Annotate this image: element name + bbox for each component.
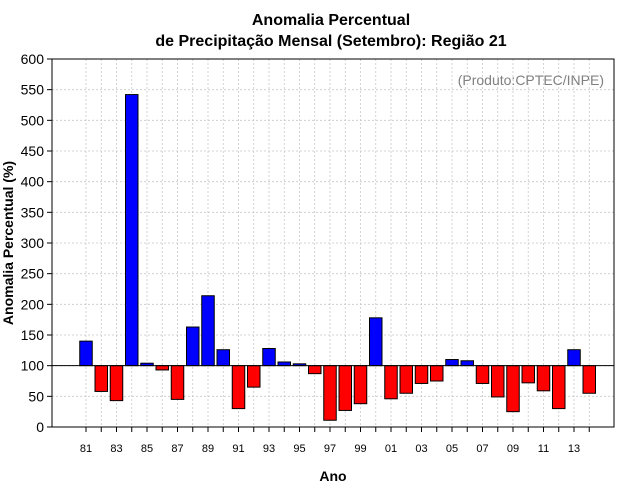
y-tick-label: 550 — [21, 82, 45, 98]
x-tick-label: 09 — [507, 443, 519, 455]
y-tick-label: 150 — [21, 327, 45, 343]
x-tick-label: 81 — [80, 443, 92, 455]
x-tick-label: 95 — [293, 443, 305, 455]
bar-13 — [567, 349, 581, 367]
bar-91 — [231, 365, 246, 410]
bars — [79, 94, 596, 421]
bar-02 — [399, 365, 413, 394]
bar-09 — [506, 365, 520, 413]
bar-07 — [475, 365, 490, 384]
bar-83 — [109, 365, 124, 402]
y-tick-label: 400 — [21, 174, 45, 190]
x-tick-label: 93 — [263, 443, 275, 455]
x-tick-label: 07 — [476, 443, 488, 455]
x-tick-label: 97 — [324, 443, 336, 455]
bar-04 — [430, 365, 444, 382]
x-tick-label: 91 — [232, 443, 244, 455]
bar-84 — [125, 94, 139, 367]
bar-01 — [384, 365, 398, 400]
x-tick-label: 87 — [171, 443, 183, 455]
bar-86 — [155, 365, 169, 371]
credit-label: (Produto:CPTEC/INPE) — [458, 72, 604, 88]
bar-94 — [277, 361, 291, 367]
x-tick-label: 13 — [568, 443, 580, 455]
bar-87 — [170, 365, 185, 400]
y-tick-label: 600 — [21, 51, 45, 67]
x-tick-label: 03 — [415, 443, 427, 455]
chart-title: Anomalia Percentual — [252, 12, 410, 29]
y-tick-label: 100 — [21, 358, 45, 374]
x-tick-label: 01 — [385, 443, 397, 455]
y-tick-label: 300 — [21, 235, 45, 251]
bar-08 — [491, 365, 505, 398]
y-axis: 0 50 100 150 200 250 300 350 400 450 500 550 600 — [21, 51, 52, 435]
y-tick-label: 250 — [21, 266, 45, 282]
bar-90 — [216, 349, 230, 367]
y-tick-label: 500 — [21, 112, 45, 128]
x-tick-label: 99 — [354, 443, 366, 455]
bar-99 — [353, 365, 368, 405]
bar-96 — [308, 365, 322, 375]
y-tick-label: 200 — [21, 296, 45, 312]
bar-97 — [323, 365, 337, 421]
x-tick-label: 11 — [538, 443, 549, 455]
x-axis-label: Ano — [319, 468, 346, 484]
y-tick-label: 0 — [36, 419, 44, 435]
y-tick-label: 350 — [21, 204, 45, 220]
y-axis-label: Anomalia Percentual (%) — [0, 161, 16, 325]
x-tick-label: 89 — [202, 443, 214, 455]
x-tick-label: 83 — [110, 443, 122, 455]
bar-11 — [536, 365, 551, 392]
y-tick-label: 450 — [21, 143, 45, 159]
bar-93 — [262, 347, 276, 367]
bar-10 — [521, 365, 535, 384]
x-tick-label: 85 — [141, 443, 153, 455]
y-tick-label: 50 — [28, 388, 44, 404]
bar-03 — [414, 365, 429, 384]
bar-00 — [369, 317, 383, 367]
bar-12 — [552, 365, 566, 410]
bar-88 — [186, 326, 200, 367]
chart-subtitle: de Precipitação Mensal (Setembro): Regiã… — [155, 33, 506, 50]
bar-05 — [445, 359, 459, 367]
x-tick-label: 05 — [446, 443, 458, 455]
bar-92 — [247, 365, 261, 388]
x-axis: 81 83 85 87 89 91 93 95 97 99 01 03 05 07 09 11 13 — [80, 427, 590, 455]
bar-81 — [79, 340, 93, 367]
bar-14 — [582, 365, 596, 394]
bar-89 — [201, 295, 215, 367]
bar-82 — [94, 365, 108, 392]
bar-98 — [338, 365, 352, 411]
bar-06 — [460, 360, 474, 367]
